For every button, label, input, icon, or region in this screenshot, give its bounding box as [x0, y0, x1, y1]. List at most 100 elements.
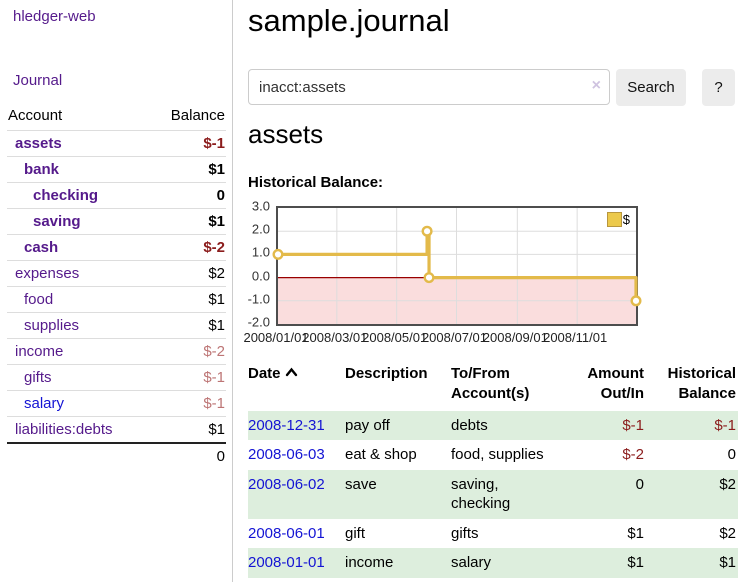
- transaction-accounts: gifts: [451, 524, 479, 542]
- transaction-amount: $1: [627, 554, 644, 571]
- legend-label: $: [622, 212, 630, 227]
- register-row: 2008-06-01 gift gifts $1 $2: [248, 519, 738, 549]
- search-input-wrap: ×: [248, 69, 610, 105]
- account-row: assets $-1: [7, 130, 226, 157]
- transaction-description: save: [345, 475, 377, 493]
- account-balance: $-1: [150, 390, 226, 417]
- account-row: cash $-2: [7, 234, 226, 261]
- search-input[interactable]: [248, 69, 610, 105]
- transaction-accounts: food, supplies: [451, 446, 544, 463]
- sidebar: hledger-web Journal Account Balance asse…: [0, 0, 233, 582]
- help-button[interactable]: ?: [702, 69, 735, 106]
- account-row: checking 0: [7, 182, 226, 209]
- accounts-table: Account Balance assets $-1 bank $1 checking 0…: [7, 103, 226, 469]
- account-link[interactable]: supplies: [24, 317, 80, 334]
- balance-chart-svg: [272, 208, 642, 324]
- y-tick-label: -1.0: [247, 291, 270, 307]
- transaction-balance: $2: [719, 524, 736, 542]
- y-axis-labels: 3.0 2.0 1.0 0.0 -1.0 -2.0: [246, 199, 272, 330]
- chart-plot-area: $: [272, 206, 642, 326]
- account-link[interactable]: assets: [15, 135, 62, 152]
- main-content: sample.journal × Search ? assets Histori…: [243, 0, 742, 582]
- account-balance: $1: [150, 156, 226, 183]
- sidebar-item-journal[interactable]: Journal: [13, 72, 63, 89]
- x-tick-label: 2008/03/01: [302, 330, 368, 345]
- account-link[interactable]: gifts: [24, 369, 52, 386]
- register-header-date[interactable]: Date: [248, 360, 345, 411]
- transaction-accounts: debts: [451, 416, 488, 434]
- x-tick-label: 2008/11/01: [543, 330, 608, 345]
- x-tick-label: 2008/09/01: [482, 330, 548, 345]
- account-balance: $1: [150, 208, 226, 235]
- account-balance: $1: [150, 416, 226, 443]
- transaction-amount: 0: [635, 475, 644, 493]
- account-row: bank $1: [7, 156, 226, 183]
- chart-title: Historical Balance:: [248, 174, 384, 191]
- account-row: gifts $-1: [7, 364, 226, 391]
- account-balance: $-1: [150, 364, 226, 391]
- account-balance: 0: [150, 182, 226, 209]
- app-brand-link[interactable]: hledger-web: [13, 8, 96, 25]
- x-tick-label: 2008/01/01: [243, 330, 309, 345]
- account-heading: assets: [248, 119, 324, 149]
- transaction-description: eat & shop: [345, 446, 417, 463]
- transaction-date-link[interactable]: 2008-12-31: [248, 416, 325, 434]
- account-row: income $-2: [7, 338, 226, 365]
- transaction-balance: 0: [727, 446, 736, 463]
- accounts-header-balance: Balance: [170, 107, 225, 124]
- account-link[interactable]: income: [15, 343, 64, 360]
- y-tick-label: 2.0: [251, 221, 270, 237]
- account-link[interactable]: expenses: [15, 265, 80, 282]
- account-link[interactable]: food: [24, 291, 54, 308]
- register-row: 2008-06-03 eat & shop food, supplies $-2 0: [248, 440, 738, 470]
- account-link[interactable]: saving: [33, 213, 81, 230]
- y-tick-label: 0.0: [251, 268, 270, 284]
- account-balance: $1: [150, 312, 226, 339]
- search-button[interactable]: Search: [616, 69, 686, 106]
- sort-ascending-icon: [285, 367, 297, 377]
- register-table-body: 2008-12-31 pay off debts $-1 $-1 2008-06-03 ea…: [248, 410, 738, 578]
- accounts-total-value: 0: [150, 442, 226, 469]
- transaction-date-link[interactable]: 2008-06-01: [248, 524, 325, 542]
- register-row: 2008-06-02 save saving, checking 0 $2: [248, 469, 738, 519]
- transaction-date-link[interactable]: 2008-06-03: [248, 446, 325, 463]
- legend-swatch-icon: [606, 212, 622, 227]
- transaction-description: pay off: [345, 416, 390, 434]
- account-balance: $-2: [150, 234, 226, 261]
- account-link[interactable]: salary: [24, 395, 65, 412]
- transaction-balance: $-1: [714, 416, 736, 434]
- register-header-amount: Amount Out/In: [587, 365, 644, 403]
- accounts-table-body: assets $-1 bank $1 checking 0 saving $1 cash $-2 e…: [7, 130, 226, 443]
- register-table: Date Description To/From Account(s) Amou…: [248, 360, 738, 578]
- transaction-date-link[interactable]: 2008-01-01: [248, 554, 325, 571]
- transaction-description: gift: [345, 524, 366, 542]
- clear-search-icon[interactable]: ×: [591, 77, 601, 94]
- account-link[interactable]: bank: [24, 161, 60, 178]
- register-header-accounts: To/From Account(s): [451, 365, 530, 403]
- accounts-header-account: Account: [8, 107, 63, 124]
- account-balance: $1: [150, 286, 226, 313]
- register-row: 2008-01-01 income salary $1 $1: [248, 548, 738, 578]
- x-axis-labels: 2008/01/01 2008/03/01 2008/05/01 2008/07/01…: [243, 328, 634, 346]
- account-balance: $-2: [150, 338, 226, 365]
- transaction-description: income: [345, 554, 394, 571]
- x-tick-label: 2008/07/01: [421, 330, 488, 345]
- register-header-balance: Historical Balance: [667, 365, 736, 403]
- transaction-balance: $2: [719, 475, 736, 493]
- account-link[interactable]: cash: [24, 239, 59, 256]
- x-tick-label: 2008/05/01: [362, 330, 428, 345]
- account-row: food $1: [7, 286, 226, 313]
- account-row: liabilities:debts $1: [7, 416, 226, 443]
- register-row: 2008-12-31 pay off debts $-1 $-1: [248, 410, 738, 440]
- account-row: saving $1: [7, 208, 226, 235]
- account-balance: $2: [150, 260, 226, 287]
- register-header-description: Description: [345, 365, 428, 382]
- transaction-amount: $1: [627, 524, 644, 542]
- account-link[interactable]: checking: [33, 187, 99, 204]
- account-row: expenses $2: [7, 260, 226, 287]
- transaction-amount: $-1: [622, 416, 644, 434]
- y-tick-label: -2.0: [247, 314, 270, 330]
- accounts-total-row: 0: [7, 442, 226, 469]
- account-link[interactable]: liabilities:debts: [15, 421, 113, 438]
- transaction-date-link[interactable]: 2008-06-02: [248, 475, 325, 493]
